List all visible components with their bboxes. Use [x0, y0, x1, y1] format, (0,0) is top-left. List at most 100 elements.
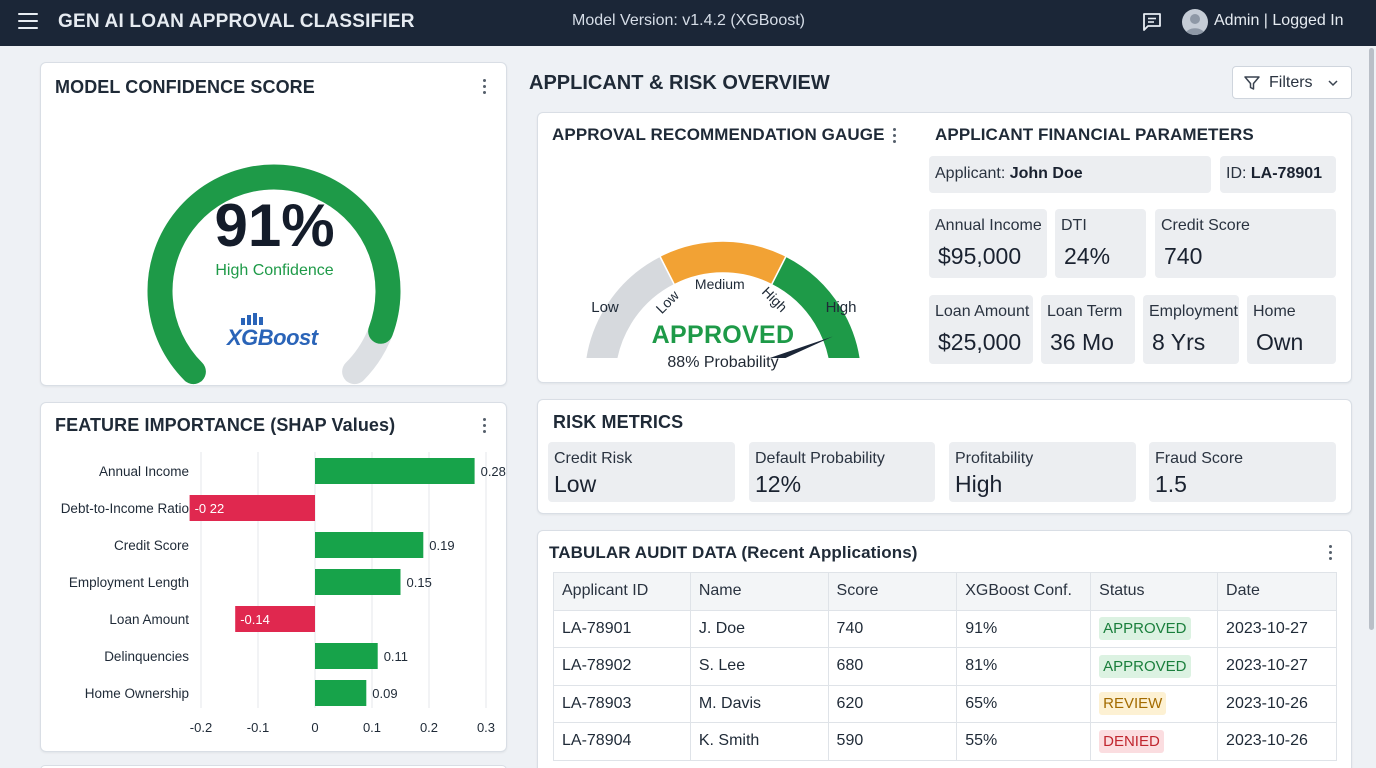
params-title: APPLICANT FINANCIAL PARAMETERS	[935, 125, 1254, 144]
confidence-card: MODEL CONFIDENCE SCORE 91% High Confiden…	[40, 62, 507, 386]
x-tick-label: 0.3	[477, 720, 495, 735]
data-label: 0.09	[372, 686, 397, 701]
table-row[interactable]: LA-78901 J. Doe 740 91% APPROVED 2023-10-27	[553, 609, 1337, 648]
bar	[315, 569, 401, 595]
column-header[interactable]: Applicant ID	[553, 572, 691, 611]
data-label: 0.28	[481, 464, 506, 479]
param-loan-term: Loan Term 36 Mo	[1041, 295, 1135, 364]
table-cell: 81%	[956, 647, 1092, 686]
user-avatar-icon[interactable]	[1182, 9, 1208, 35]
bar	[315, 532, 424, 558]
page-scrollbar[interactable]	[1367, 48, 1376, 768]
param-value: $95,000	[938, 243, 1022, 269]
risk-label: Profitability	[955, 450, 1034, 467]
confidence-fill	[147, 164, 401, 385]
table-row[interactable]: LA-78903 M. Davis 620 65% REVIEW 2023-10-26	[553, 684, 1337, 723]
table-cell: 91%	[956, 609, 1092, 648]
table-row[interactable]: LA-78902 S. Lee 680 81% APPROVED 2023-10-27	[553, 647, 1337, 686]
table-cell: LA-78903	[553, 684, 691, 723]
audit-table-card: TABULAR AUDIT DATA (Recent Applications)…	[537, 530, 1352, 768]
hamburger-menu-icon[interactable]	[18, 13, 38, 31]
risk-profitability: Profitability High	[949, 442, 1136, 502]
param-label: Loan Term	[1047, 303, 1123, 320]
param-label: Credit Score	[1161, 217, 1250, 234]
x-tick-label: 0.1	[363, 720, 381, 735]
x-tick-label: 0	[311, 720, 318, 735]
param-credit-score: Credit Score 740	[1155, 209, 1336, 278]
table-cell: J. Doe	[689, 609, 829, 648]
xgboost-logo: XGBoost	[227, 313, 318, 351]
data-label: -0.14	[240, 612, 270, 627]
param-dti: DTI 24%	[1055, 209, 1146, 278]
table-row[interactable]: LA-78904 K. Smith 590 55% DENIED 2023-10-26	[553, 722, 1337, 761]
overview-title: APPLICANT & RISK OVERVIEW	[529, 72, 830, 94]
column-header[interactable]: Name	[689, 572, 829, 611]
column-header[interactable]: XGBoost Conf.	[956, 572, 1092, 611]
table-cell: APPROVED	[1090, 647, 1219, 686]
gauge-zone-high	[770, 255, 861, 358]
category-label: Delinquencies	[104, 649, 189, 664]
column-header[interactable]: Date	[1217, 572, 1337, 611]
confidence-label: High Confidence	[215, 262, 334, 279]
applicant-prefix: Applicant:	[935, 165, 1010, 182]
column-header[interactable]: Score	[827, 572, 958, 611]
param-employment: Employment 8 Yrs	[1143, 295, 1239, 364]
table-cell: 2023-10-27	[1217, 647, 1337, 686]
more-options-icon[interactable]	[479, 79, 489, 97]
confidence-value: 91%	[214, 192, 335, 259]
user-status-label[interactable]: Admin | Logged In	[1214, 12, 1344, 29]
category-label: Loan Amount	[109, 612, 189, 627]
gauge-zone-label: Medium	[695, 276, 745, 292]
risk-label: Default Probability	[755, 450, 885, 467]
risk-value: 1.5	[1155, 471, 1187, 497]
applicant-id-prefix: ID:	[1226, 165, 1251, 182]
category-label: Employment Length	[69, 575, 189, 590]
top-bar: GEN AI LOAN APPROVAL CLASSIFIER Model Ve…	[0, 0, 1376, 46]
risk-value: Low	[554, 471, 597, 497]
x-tick-label: -0.1	[247, 720, 269, 735]
more-options-icon[interactable]	[1325, 545, 1335, 563]
gauge-status: APPROVED	[651, 321, 795, 349]
bar	[189, 495, 315, 521]
gauge-end-label-low: Low	[591, 299, 619, 316]
bar	[315, 458, 475, 484]
feature-importance-card: FEATURE IMPORTANCE (SHAP Values) -0.2 -0.…	[40, 402, 507, 752]
applicant-id: LA-78901	[1250, 165, 1323, 182]
bar	[235, 606, 315, 632]
table-cell: 620	[827, 684, 958, 723]
param-value: 36 Mo	[1050, 329, 1114, 355]
model-version-label: Model Version: v1.4.2 (XGBoost)	[572, 12, 805, 29]
table-cell: APPROVED	[1090, 609, 1219, 648]
more-options-icon[interactable]	[889, 128, 899, 146]
data-label: 0.11	[384, 649, 408, 664]
filter-icon	[1244, 76, 1260, 90]
filters-button[interactable]: Filters	[1232, 66, 1352, 99]
xgboost-logo-text: XGBoost	[227, 325, 318, 350]
table-cell: DENIED	[1090, 722, 1219, 761]
category-label: Debt-to-Income Ratio	[61, 501, 189, 516]
confidence-title: MODEL CONFIDENCE SCORE	[55, 77, 315, 97]
param-value: Own	[1256, 329, 1304, 355]
more-options-icon[interactable]	[479, 418, 489, 436]
risk-fraud-score: Fraud Score 1.5	[1149, 442, 1336, 502]
column-header[interactable]: Status	[1090, 572, 1219, 611]
param-loan-amount: Loan Amount $25,000	[929, 295, 1033, 364]
status-badge: REVIEW	[1099, 692, 1167, 716]
table-cell: M. Davis	[689, 684, 829, 723]
table-cell: 740	[827, 609, 958, 648]
confidence-arc	[147, 164, 401, 385]
param-value: 24%	[1064, 243, 1111, 269]
applicant-name: John Doe	[1009, 165, 1083, 182]
param-label: Home	[1253, 303, 1296, 320]
scrollbar-thumb[interactable]	[1369, 48, 1374, 630]
chat-icon[interactable]	[1141, 11, 1163, 33]
status-badge: APPROVED	[1099, 654, 1191, 678]
table-cell: 2023-10-27	[1217, 609, 1337, 648]
feature-importance-title: FEATURE IMPORTANCE (SHAP Values)	[55, 415, 396, 435]
xgboost-logo-mark-icon	[241, 313, 263, 325]
audit-table: Applicant ID Name Score XGBoost Conf. St…	[553, 572, 1337, 761]
data-label: 0.19	[429, 538, 454, 553]
risk-default-probability: Default Probability 12%	[749, 442, 935, 502]
risk-value: High	[955, 471, 1003, 497]
